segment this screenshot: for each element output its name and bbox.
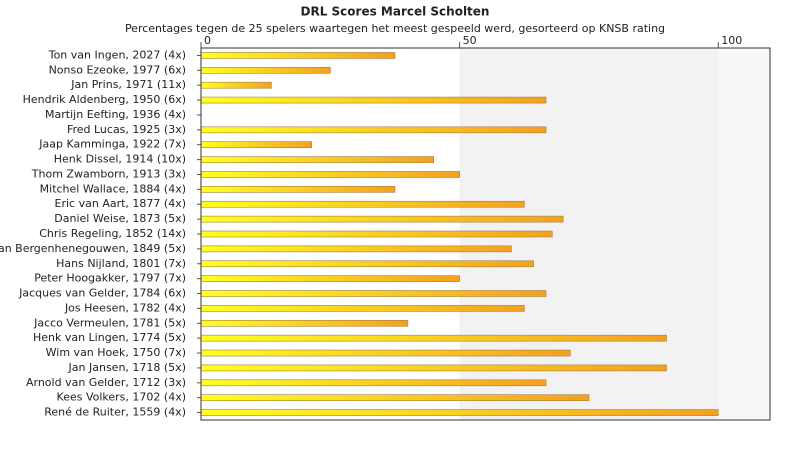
y-tick-label: Hans Nijland, 1801 (7x) [56, 257, 186, 270]
y-tick-label: Peter Hoogakker, 1797 (7x) [34, 272, 186, 285]
y-tick-label: Jos Heesen, 1782 (4x) [64, 301, 186, 314]
y-tick-label: René de Ruiter, 1559 (4x) [44, 406, 186, 419]
bar [200, 52, 396, 59]
y-tick-label: Jaap Kamminga, 1922 (7x) [38, 138, 186, 151]
y-tick-label: Daniel Weise, 1873 (5x) [54, 212, 186, 225]
y-tick-label: Mitchel Wallace, 1884 (4x) [40, 182, 186, 195]
y-tick-label: Hendrik Aldenberg, 1950 (6x) [23, 93, 186, 106]
y-tick-label: Kees Volkers, 1702 (4x) [57, 391, 186, 404]
bar [200, 215, 564, 223]
chart-title: DRL Scores Marcel Scholten [301, 5, 490, 19]
y-tick-label: Jacco Vermeulen, 1781 (5x) [33, 316, 186, 329]
y-tick-label: Wim van Hoek, 1750 (7x) [46, 346, 186, 359]
bar [200, 409, 719, 416]
y-tick-label: Henk Dissel, 1914 (10x) [54, 153, 186, 166]
bar [200, 200, 525, 208]
bar [200, 96, 547, 104]
bar [200, 379, 547, 387]
bar [200, 290, 547, 297]
bar [200, 230, 553, 238]
y-tick-label: Arnold van Gelder, 1712 (3x) [26, 376, 186, 389]
y-tick-label: Jan Prins, 1971 (11x) [70, 78, 186, 91]
bar [200, 81, 272, 89]
bar [200, 319, 409, 327]
bar [200, 394, 590, 401]
bar [200, 171, 460, 178]
x-tick-label: 100 [721, 34, 742, 47]
y-tick-label: Nonso Ezeoke, 1977 (6x) [49, 63, 186, 76]
bar [200, 260, 534, 268]
bar [200, 245, 512, 253]
plot-frame [200, 47, 771, 421]
y-tick-label: Martijn Eefting, 1936 (4x) [45, 108, 186, 121]
y-tick-label: van Bergenhenegouwen, 1849 (5x) [0, 242, 186, 255]
bar [200, 334, 667, 342]
bar [200, 126, 547, 134]
y-tick-label: Fred Lucas, 1925 (3x) [67, 123, 186, 136]
bar [200, 186, 396, 193]
y-tick-label: Ton van Ingen, 2027 (4x) [48, 48, 186, 61]
bar [200, 305, 525, 312]
y-tick-label: Eric van Aart, 1877 (4x) [55, 197, 186, 210]
y-tick-label: Henk van Lingen, 1774 (5x) [33, 331, 186, 344]
chart-subtitle: Percentages tegen de 25 spelers waartege… [125, 22, 665, 35]
bar [200, 67, 331, 74]
bar [200, 141, 312, 149]
x-tick-label: 50 [463, 34, 477, 47]
bar [200, 364, 667, 372]
plot-band [718, 48, 770, 420]
bar [200, 349, 571, 357]
y-tick-label: Jan Jansen, 1718 (5x) [68, 361, 186, 374]
bar [200, 156, 435, 163]
y-tick-label: Chris Regeling, 1852 (14x) [39, 227, 186, 240]
y-tick-label: Jacques van Gelder, 1784 (6x) [18, 287, 186, 300]
x-tick-label: 0 [204, 34, 211, 47]
y-tick-label: Thom Zwamborn, 1913 (3x) [31, 167, 186, 180]
bar [200, 275, 460, 282]
